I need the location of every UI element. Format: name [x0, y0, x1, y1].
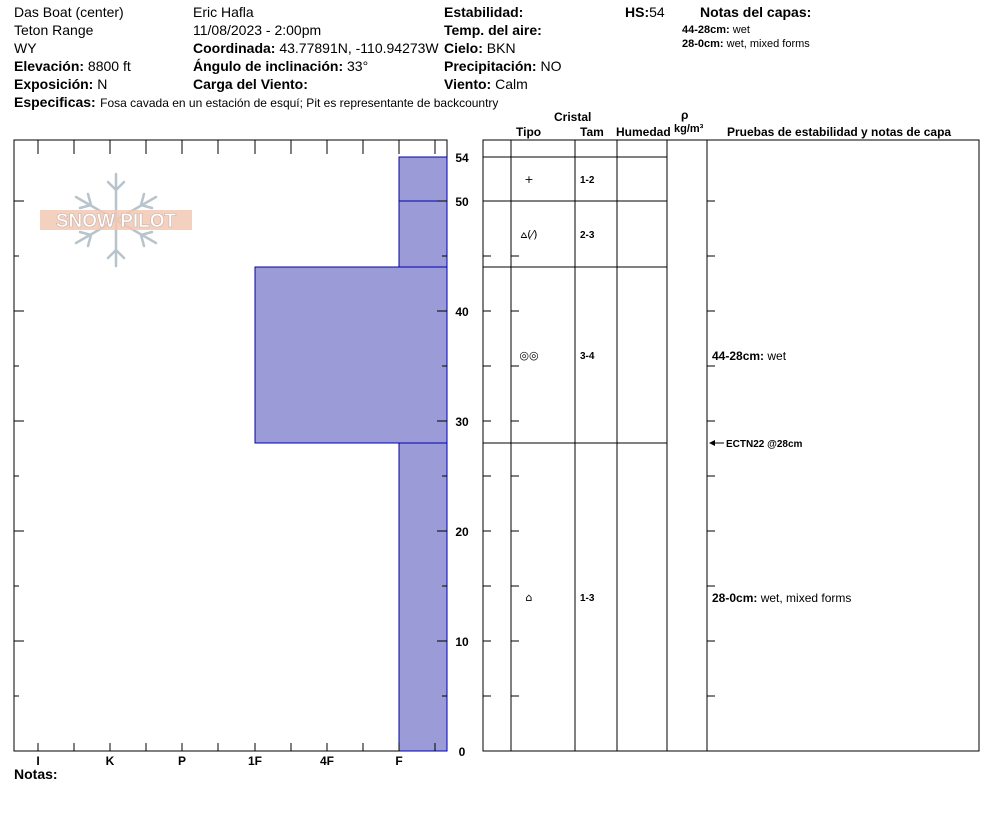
- aspect-value: N: [97, 76, 108, 92]
- layer-notes-label: Notas del capas:: [700, 4, 812, 20]
- sky-label: Cielo:: [444, 40, 483, 56]
- wind-value: Calm: [495, 76, 528, 92]
- layer-note-2: 28-0cm: wet, mixed forms: [682, 38, 810, 50]
- notes-label: Notas:: [14, 766, 58, 782]
- slope-label: Ángulo de inclinación:: [193, 58, 344, 74]
- mountain-range: Teton Range: [14, 22, 94, 38]
- layer-note-3: 44-28cm: wet: [712, 349, 787, 363]
- hardness-label-P: P: [178, 754, 186, 768]
- grain-type-4: ⌂: [526, 591, 533, 604]
- depth-label-30: 30: [455, 415, 469, 429]
- hardness-label-1F: 1F: [248, 754, 262, 768]
- precip-value: NO: [540, 58, 562, 74]
- grain-type-2: ⩟(⁄): [520, 228, 537, 241]
- air-temp-row: Temp. del aire:: [444, 22, 542, 38]
- col-tipo: Tipo: [516, 125, 542, 139]
- depth-label-54: 54: [455, 151, 469, 165]
- col-density-unit: kg/m³: [674, 123, 704, 135]
- layer-note-2-range: 28-0cm:: [682, 38, 724, 50]
- grain-size-3: 3-4: [580, 351, 595, 362]
- depth-label-40: 40: [455, 305, 469, 319]
- observer: Eric Hafla: [193, 4, 254, 20]
- layer-bar-2: [398, 200, 448, 268]
- snowflake-icon: SNOW PILOT: [40, 172, 192, 268]
- hardness-label-4F: 4F: [320, 754, 334, 768]
- elevation-row: Elevación: 8800 ft: [14, 58, 131, 74]
- elevation-label: Elevación:: [14, 58, 85, 74]
- state: WY: [14, 40, 37, 56]
- layer-bar-3: [254, 266, 448, 444]
- wind-load-label: Carga del Viento:: [193, 76, 308, 92]
- col-tests: Pruebas de estabilidad y notas de capa: [727, 125, 952, 139]
- snowpilot-logo: SNOW PILOT: [38, 170, 194, 270]
- hs-row: HS:54: [625, 4, 665, 20]
- slope-row: Ángulo de inclinación: 33°: [193, 58, 368, 74]
- elevation-value: 8800 ft: [87, 58, 131, 74]
- layer-note-1-range: 44-28cm:: [682, 24, 730, 36]
- hardness-label-K: K: [106, 754, 115, 768]
- depth-label-20: 20: [455, 525, 469, 539]
- depth-label-50: 50: [455, 195, 469, 209]
- aspect-row: Exposición: N: [14, 76, 107, 92]
- slope-value: 33°: [347, 58, 369, 74]
- grain-size-2: 2-3: [580, 230, 595, 241]
- layer-note-2-text: wet, mixed forms: [726, 38, 810, 50]
- test-arrow-head-1: [709, 440, 715, 446]
- precip-label: Precipitación:: [444, 58, 537, 74]
- grain-type-3: ◎◎: [519, 349, 538, 362]
- layer-note-range-3: 44-28cm:: [712, 349, 767, 363]
- hardness-label-I: I: [36, 754, 39, 768]
- layer-note-text-4: wet, mixed forms: [760, 591, 852, 605]
- coord-row: Coordinada: 43.77891N, -110.94273W: [193, 40, 439, 56]
- wind-label: Viento:: [444, 76, 492, 92]
- datetime: 11/08/2023 - 2:00pm: [193, 22, 322, 38]
- col-humedad: Humedad: [616, 125, 671, 139]
- coord-value: 43.77891N, -110.94273W: [279, 40, 439, 56]
- layer-bar-1: [398, 156, 448, 202]
- hs-value: 54: [649, 4, 665, 20]
- air-temp-label: Temp. del aire:: [444, 22, 542, 38]
- hs-label: HS:: [625, 4, 650, 20]
- test-label-1: ECTN22 @28cm: [726, 439, 803, 450]
- wind-load-row: Carga del Viento:: [193, 76, 308, 92]
- specifics-label: Especificas:: [14, 94, 96, 110]
- specifics-value: Fosa cavada en un estación de esquí; Pit…: [100, 96, 499, 110]
- grain-size-4: 1-3: [580, 593, 595, 604]
- location-name: Das Boat (center): [14, 4, 124, 20]
- logo-text: SNOW PILOT: [56, 211, 177, 232]
- precip-row: Precipitación: NO: [444, 58, 561, 74]
- coord-label: Coordinada:: [193, 40, 276, 56]
- hardness-plot-frame: [13, 139, 448, 752]
- col-cristal: Cristal: [554, 110, 592, 124]
- layer-note-1-text: wet: [732, 24, 750, 36]
- grain-size-1: 1-2: [580, 175, 595, 186]
- sky-value: BKN: [486, 40, 516, 56]
- depth-label-10: 10: [455, 635, 469, 649]
- col-rho: ρ: [681, 108, 689, 122]
- aspect-label: Exposición:: [14, 76, 94, 92]
- wind-row: Viento: Calm: [444, 76, 528, 92]
- stability-row: Estabilidad:: [444, 4, 523, 20]
- layer-note-1: 44-28cm: wet: [682, 24, 750, 36]
- layer-bar-4: [398, 442, 448, 752]
- grain-type-1: +: [524, 173, 533, 186]
- sky-row: Cielo: BKN: [444, 40, 516, 56]
- hardness-label-F: F: [395, 754, 402, 768]
- layer-note-4: 28-0cm: wet, mixed forms: [712, 591, 851, 605]
- layer-note-range-4: 28-0cm:: [712, 591, 761, 605]
- col-tam: Tam: [580, 125, 604, 139]
- layer-note-text-3: wet: [766, 349, 786, 363]
- specifics-row: Especificas: Fosa cavada en un estación …: [14, 94, 498, 112]
- layer-table-frame: [482, 139, 980, 752]
- depth-label-0: 0: [459, 745, 466, 759]
- stability-label: Estabilidad:: [444, 4, 524, 20]
